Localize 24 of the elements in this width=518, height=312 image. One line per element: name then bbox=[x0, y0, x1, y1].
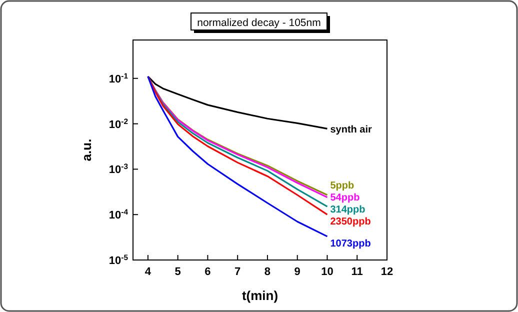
x-tick-label: 10 bbox=[321, 266, 334, 278]
x-tick-label: 7 bbox=[234, 266, 241, 278]
series-label: synth air bbox=[330, 124, 372, 136]
series-label: 314ppb bbox=[330, 204, 366, 216]
y-tick-label: 10$^{-5}$ bbox=[108, 252, 129, 267]
chart-title: normalized decay - 105nm bbox=[197, 17, 322, 29]
series-label: 54ppb bbox=[330, 192, 360, 204]
series-label: 1073ppb bbox=[330, 238, 371, 250]
x-tick-label: 9 bbox=[294, 266, 300, 278]
series-label: 5ppb bbox=[330, 180, 354, 192]
series-label: 2350ppb bbox=[330, 216, 371, 228]
y-tick-label: 10$^{-4}$ bbox=[108, 207, 129, 222]
x-tick-label: 8 bbox=[264, 266, 271, 278]
y-axis-title: a.u. bbox=[79, 138, 94, 162]
y-tick-label: 10$^{-3}$ bbox=[108, 162, 128, 176]
x-tick-label: 11 bbox=[351, 266, 363, 278]
x-tick-label: 5 bbox=[174, 266, 181, 278]
line-series bbox=[147, 76, 328, 130]
y-tick-label: 10$^{-1}$ bbox=[108, 70, 129, 86]
x-axis-title: t(min) bbox=[242, 288, 278, 303]
y-tick-label: 10$^{-2}$ bbox=[108, 116, 128, 131]
x-tick-label: 12 bbox=[380, 266, 394, 278]
x-tick-label: 4 bbox=[144, 266, 152, 278]
x-tick-label: 6 bbox=[204, 266, 211, 278]
